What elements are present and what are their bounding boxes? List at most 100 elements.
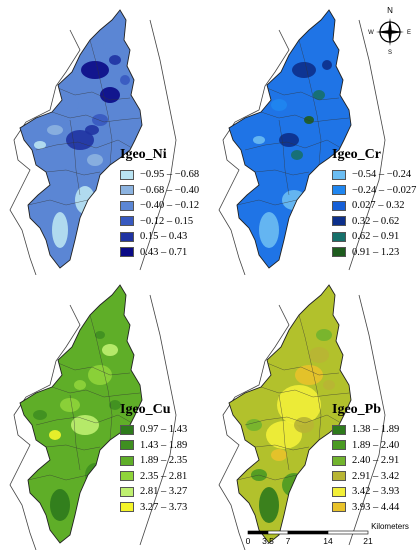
legend-label: 2.81 – 3.27 [140,486,188,498]
legend-cu: Igeo_Cu 0.97 – 1.43 1.43 – 1.89 1.89 – 2.35… [120,402,187,515]
panel-igeo-cu [0,275,209,550]
legend-swatch [120,471,134,482]
concentration-zone [61,99,79,111]
scale-tick-label: 7 [285,536,291,546]
concentration-zone [246,419,262,431]
region-outline [19,9,143,269]
legend-label: −0.24 – −0.027 [352,184,417,196]
legend-label: −0.54 – −0.24 [352,169,412,181]
scale-tick-label: 21 [363,536,373,546]
district-boundary [298,314,322,441]
legend-item: 1.89 – 2.40 [332,438,399,454]
legend-item: 3.93 – 4.44 [332,500,399,516]
district-boundary [278,394,290,471]
legend-label: −0.12 – 0.15 [140,215,194,227]
concentration-zone [85,125,99,135]
panel-igeo-cr [209,0,418,275]
concentration-zone [291,150,303,160]
legend-label: 3.93 – 4.44 [352,501,400,513]
legend-cr: Igeo_Cr −0.54 – −0.24 −0.24 – −0.027 0.027 … [332,147,416,260]
legend-title: Igeo_Cr [332,147,381,162]
legend-swatch [120,502,134,513]
legend-label: 0.43 – 0.71 [140,246,188,258]
legend-swatch [332,169,346,180]
district-boundary [89,39,113,166]
legend-swatch [332,440,346,451]
legend-swatch [120,169,134,180]
district-boundary [35,414,133,426]
legend-swatch [332,247,346,258]
legend-swatch [332,216,346,227]
legend-swatch [120,424,134,435]
legend-label: 2.91 – 3.42 [352,470,400,482]
legend-title: Igeo_Pb [332,402,381,417]
legend-item: −0.68 – −0.40 [120,183,199,199]
concentration-zone [50,489,70,521]
legend-swatch [332,486,346,497]
legend-label: 2.35 – 2.81 [140,470,188,482]
district-boundary [35,139,133,151]
scale-tick-label: 14 [323,536,333,546]
legend-label: 0.32 – 0.62 [352,215,400,227]
concentration-zone [49,430,61,440]
region-outline [228,284,352,544]
concentration-zone [33,410,47,420]
legend-swatch [332,455,346,466]
scale-bar: Kilometers 0 3.5 7 14 21 [240,521,416,549]
scale-unit: Kilometers [371,522,409,531]
concentration-zone [322,60,332,70]
legend-swatch [332,200,346,211]
legend-item: 1.38 – 1.89 [332,422,399,438]
legend-item: 0.15 – 0.43 [120,229,199,245]
neighbor-boundary [9,294,177,550]
legend-ni: Igeo_Ni −0.95 – −0.68 −0.68 – −0.40 −0.40 –… [120,147,199,260]
district-boundary [236,199,298,206]
legend-item: 0.97 – 1.43 [120,422,187,438]
district-boundary [278,119,290,196]
legend-item: 2.40 – 2.91 [332,453,399,469]
neighbor-boundary [218,19,386,275]
legend-swatch [120,440,134,451]
legend-item: 2.91 – 3.42 [332,469,399,485]
concentration-zone [95,331,105,339]
legend-item: 1.43 – 1.89 [120,438,187,454]
legend-label: −0.68 – −0.40 [140,184,200,196]
map-pb [218,284,386,550]
legend-label: 0.91 – 1.23 [352,246,400,258]
panel-igeo-pb [209,275,418,550]
neighbor-boundary [218,294,386,550]
legend-pb: Igeo_Pb 1.38 – 1.89 1.89 – 2.40 2.40 – 2.91… [332,402,399,515]
concentration-zone [81,61,109,79]
district-boundary [266,87,340,101]
legend-item: 2.81 – 3.27 [120,484,187,500]
legend-item: −0.40 – −0.12 [120,198,199,214]
legend-item: 3.42 – 3.93 [332,484,399,500]
scale-tick-label: 0 [245,536,251,546]
compass-east: E [407,30,411,36]
legend-label: 0.15 – 0.43 [140,231,188,243]
concentration-zone [277,385,321,425]
district-boundary [260,111,350,123]
map-cr [218,9,386,275]
concentration-zone [34,141,46,149]
district-boundary [27,199,89,206]
concentration-zone [316,329,332,341]
legend-label: 3.42 – 3.93 [352,486,400,498]
scale-bar-graphic: Kilometers [247,522,409,535]
legend-title: Igeo_Cu [120,402,171,417]
district-boundary [69,394,81,471]
concentration-zone [323,380,335,390]
district-boundary [236,474,298,481]
district-boundary [57,362,131,376]
district-boundary [51,111,141,123]
legend-swatch [332,231,346,242]
concentration-zone [60,398,80,412]
concentration-zone [74,380,86,390]
concentration-zone [103,41,113,49]
map-cu [9,284,177,550]
concentration-zone [88,365,112,385]
concentration-zone [271,99,287,111]
legend-title: Igeo_Ni [120,147,167,162]
legend-swatch [332,424,346,435]
concentration-zone [295,365,323,385]
